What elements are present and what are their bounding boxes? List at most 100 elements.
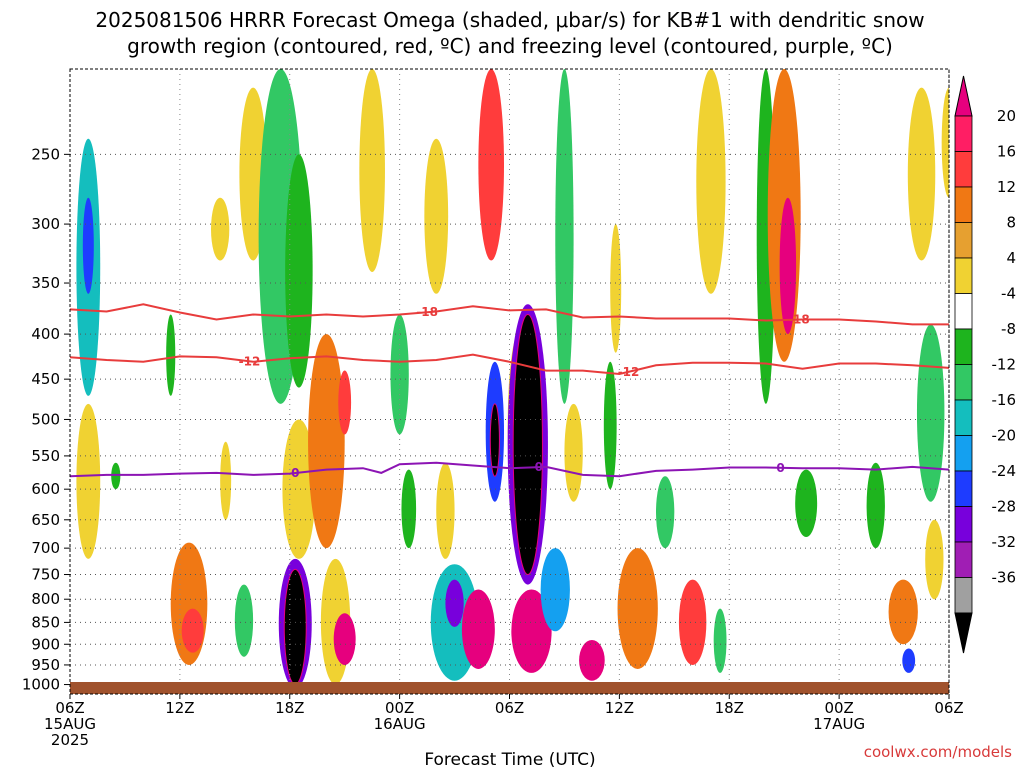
omega-cell [902,648,916,673]
colorbar-bottom-arrow [954,612,973,654]
omega-cell [656,476,675,549]
plot-area: -18 -18 -12 -12 0 0 0 [69,68,950,695]
contour-line [70,461,949,478]
colorbar-segment [954,328,973,365]
omega-cell [282,419,316,559]
plot-frame [69,68,950,695]
omega-cell [76,403,101,559]
omega-cell [489,403,500,477]
omega-cell [166,314,176,396]
colorbar: 20 16 12 8 4 -4 -8 -12 -16 -20 -24 -28 -32 -36 [954,75,1017,654]
colorbar-label: 4 [1006,249,1016,267]
y-axis: 250 300 350 400 450 500 550 600 650 700 750 800 850 9… [22,145,70,694]
omega-cell [359,69,385,272]
omega-cell [111,462,121,490]
contour-label: -18 [788,313,810,327]
contour-label: 0 [291,466,299,480]
colorbar-label: -12 [992,356,1017,374]
omega-cell [445,579,464,627]
y-tick-label: 800 [31,590,60,608]
x-tick-label: 17AUG [813,715,865,733]
x-tick-label: 06Z [55,699,84,717]
omega-cell [907,87,936,261]
colorbar-label: -4 [1001,285,1016,303]
x-tick-label: 06Z [934,699,963,717]
omega-cell [308,334,345,549]
y-tick-label: 550 [31,447,60,465]
omega-cell [436,462,455,559]
colorbar-segment [954,470,973,507]
omega-cell [888,579,918,645]
x-tick-label: 16AUG [374,715,426,733]
x-tick-label: 00Z [385,699,414,717]
x-tick-label: 18Z [715,699,744,717]
colorbar-segment [954,257,973,294]
contour-line [70,303,949,326]
y-tick-label: 900 [31,635,60,653]
omega-cell [285,154,313,388]
contour-label: 0 [535,460,543,474]
contour-line [70,353,949,376]
x-tick-label: 2025 [51,731,89,749]
y-tick-label: 600 [31,480,60,498]
omega-cell [512,313,543,576]
omega-cell [696,69,726,294]
omega-cell [779,197,797,335]
omega-cell [401,469,417,549]
x-tick-label: 18Z [275,699,304,717]
colorbar-label: 16 [997,143,1016,161]
contour-label: 0 [776,461,784,475]
x-axis-title: Forecast Time (UTC) [424,750,595,768]
credit-text[interactable]: coolwx.com/models [864,743,1012,761]
omega-cell [617,548,658,669]
colorbar-segment [954,293,973,330]
y-tick-label: 1000 [22,676,60,694]
colorbar-label: -28 [992,498,1017,516]
y-tick-label: 700 [31,539,60,557]
colorbar-top-arrow [954,75,973,117]
omega-cell [424,138,449,294]
colorbar-label: -20 [992,427,1017,445]
omega-cell [564,403,583,502]
colorbar-segment [954,399,973,436]
x-tick-label: 06Z [495,699,524,717]
y-tick-label: 850 [31,613,60,631]
colorbar-segment [954,151,973,188]
omega-cell [925,519,944,600]
colorbar-label: 20 [997,107,1016,125]
omega-cell [478,69,505,261]
chart-title-line-2: growth region (contoured, red, ºC) and f… [127,34,893,58]
omega-cell [941,87,949,198]
colorbar-segment [954,435,973,472]
omega-cell [610,224,622,353]
colorbar-segment [954,364,973,401]
y-tick-label: 450 [31,370,60,388]
y-tick-label: 500 [31,410,60,428]
y-tick-label: 350 [31,274,60,292]
omega-cell [579,639,605,681]
x-tick-label: 15AUG [44,715,96,733]
omega-cell [181,608,204,653]
y-tick-label: 400 [31,325,60,343]
colorbar-label: 8 [1006,214,1016,232]
colorbar-segment [954,541,973,578]
x-tick-label: 12Z [605,699,634,717]
contours: -18 -18 -12 -12 0 0 0 [70,303,949,480]
omega-cell [795,469,818,538]
omega-cell [211,197,230,261]
omega-cell [338,370,352,435]
ground-strip [70,682,949,694]
contour-label: -12 [618,365,640,379]
colorbar-label: -36 [992,569,1017,587]
colorbar-segment [954,506,973,543]
y-tick-label: 300 [31,215,60,233]
omega-cell [916,324,945,502]
omega-cell [678,579,707,665]
omega-cell [603,361,617,490]
colorbar-label: -16 [992,391,1017,409]
colorbar-label: 12 [997,178,1016,196]
y-tick-label: 250 [31,145,60,163]
colorbar-label: -8 [1001,320,1016,338]
